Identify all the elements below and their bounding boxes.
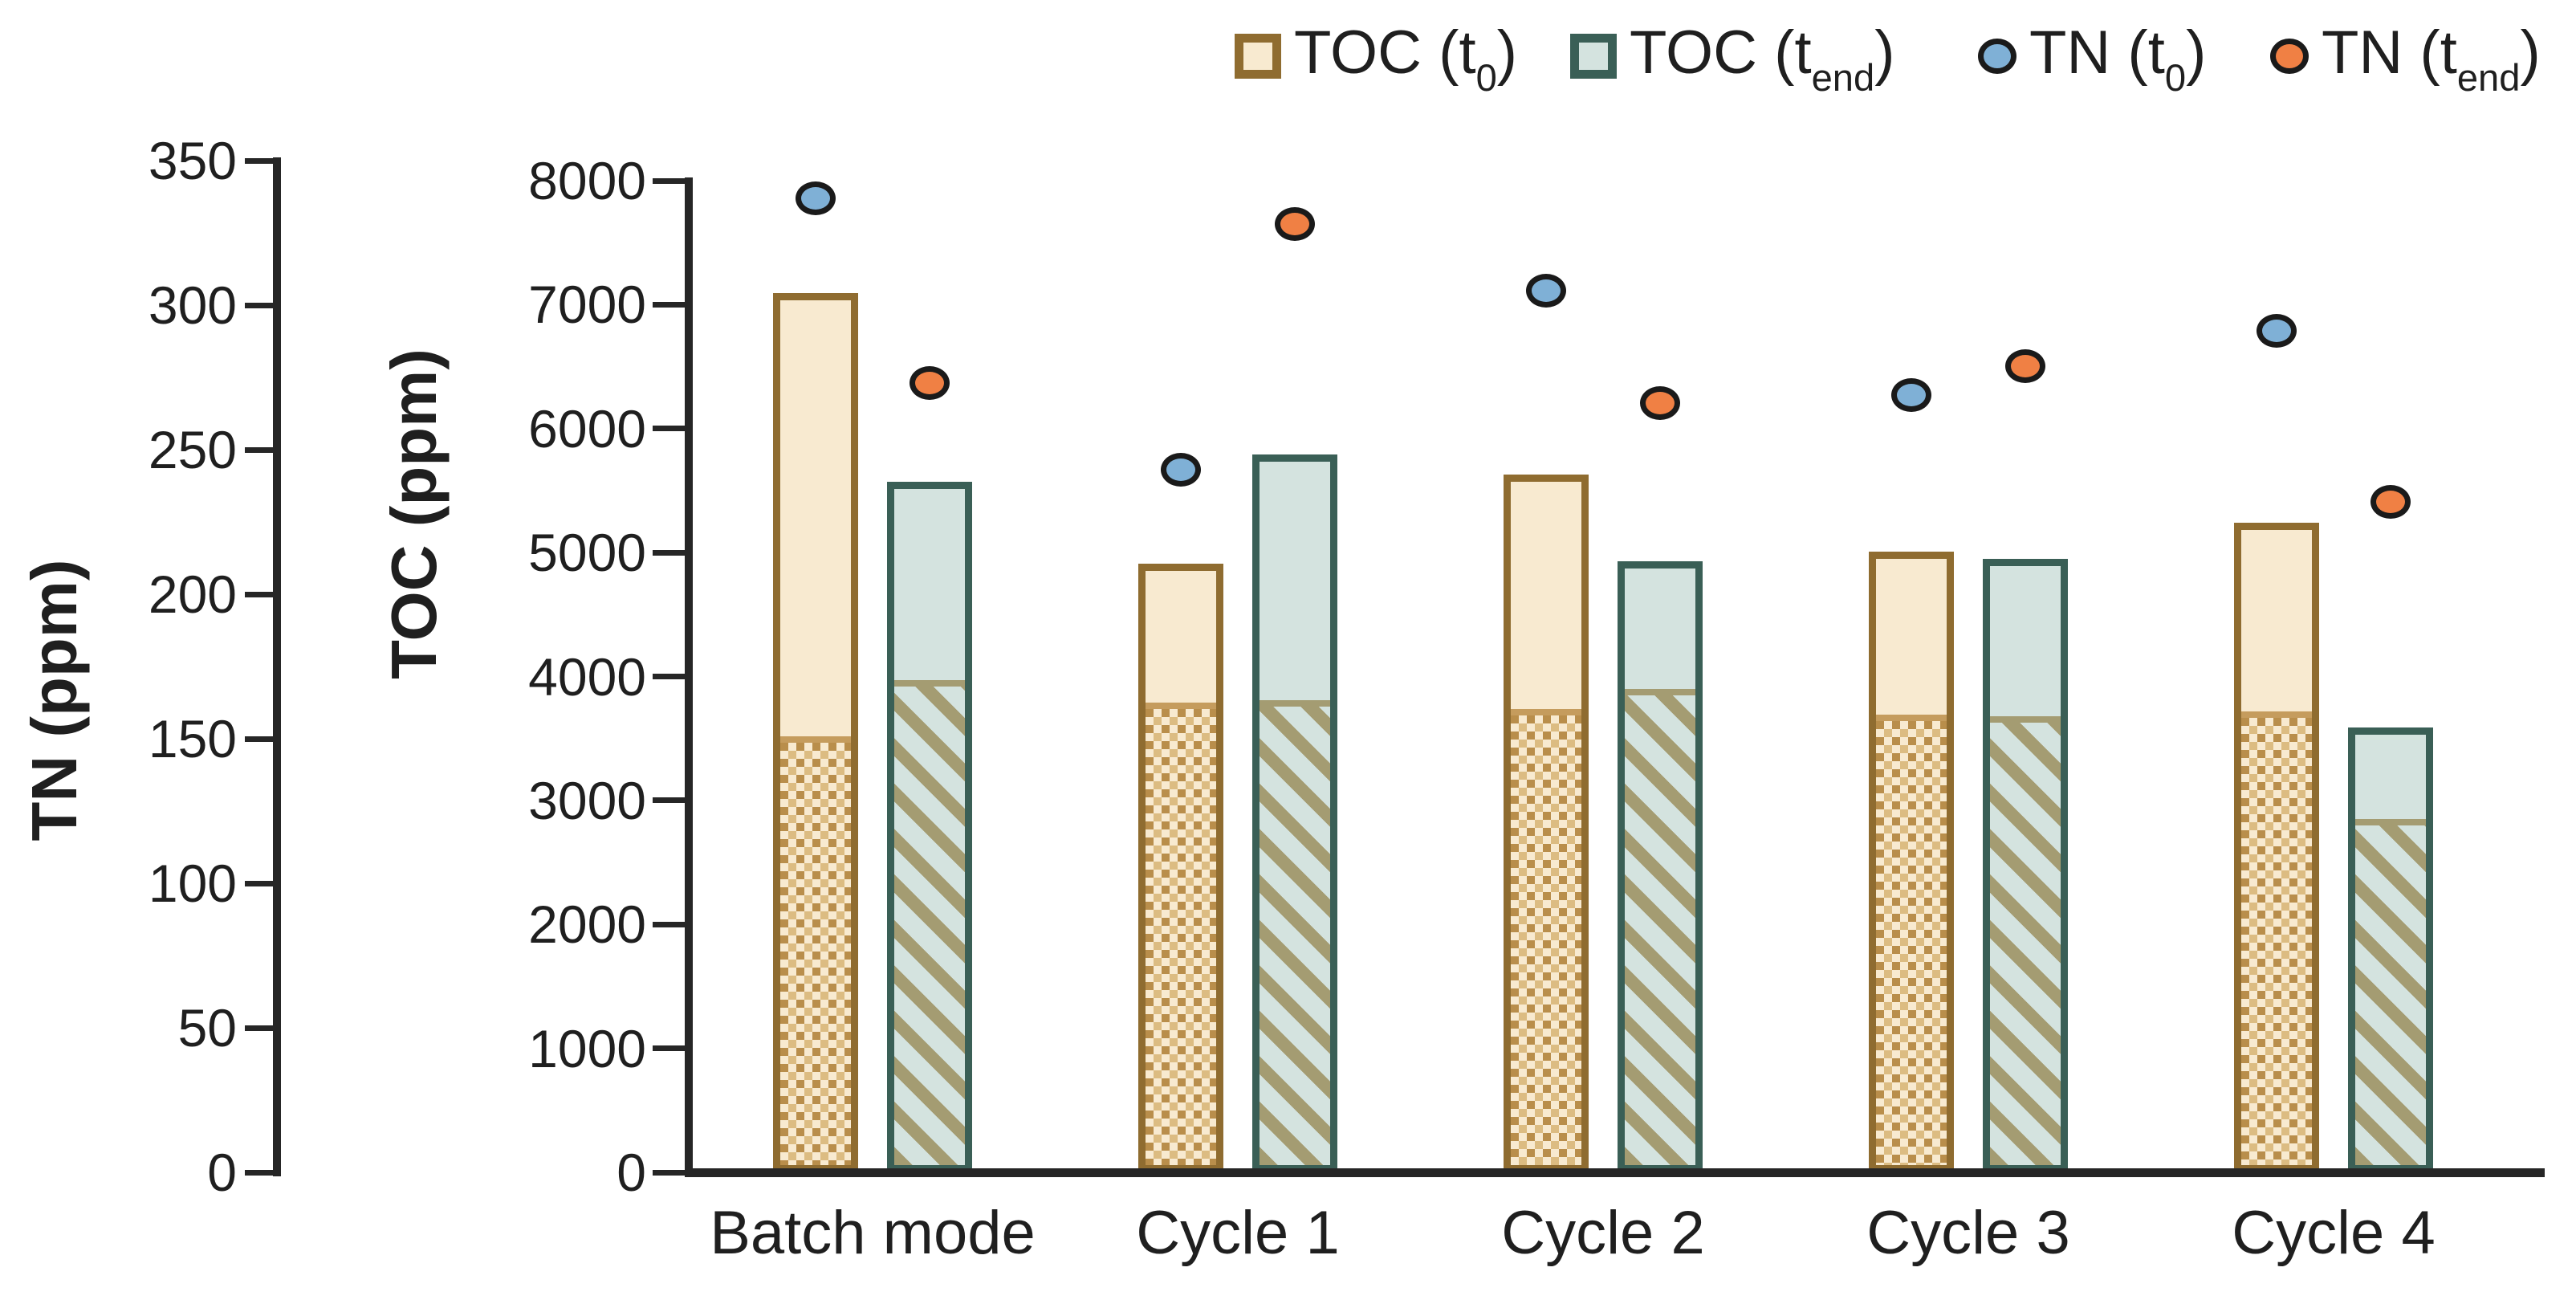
toc-ppm-tick-label-3000: 3000 xyxy=(528,770,646,830)
toc-ppm-tick-6000 xyxy=(653,426,689,432)
bar-toc-t0-patterned-segment-cycle-2 xyxy=(1511,709,1581,1165)
legend-item-toc-t0: TOC (t0) xyxy=(1235,18,1518,99)
tn-ppm-tick-label-250: 250 xyxy=(148,420,237,479)
marker-tn-t0-batch-mode xyxy=(796,181,836,215)
bar-toc-tend-batch-mode xyxy=(887,482,972,1172)
tn-ppm-tick-50 xyxy=(245,1025,277,1031)
bar-toc-tend-cycle-1 xyxy=(1252,454,1337,1172)
bar-toc-tend-cycle-3 xyxy=(1983,559,2068,1172)
toc-ppm-tick-3000 xyxy=(653,797,689,804)
tn-ppm-tick-0 xyxy=(245,1169,277,1176)
marker-tn-tend-cycle-1 xyxy=(1275,207,1315,242)
marker-tn-tend-cycle-2 xyxy=(1640,386,1680,421)
tn-ppm-tick-label-350: 350 xyxy=(148,131,237,190)
bar-toc-t0-batch-mode xyxy=(773,293,858,1172)
tn-ppm-line xyxy=(273,157,281,1176)
tn-ppm-tick-label-300: 300 xyxy=(148,275,237,335)
legend-label-tn-t0: TN (t0) xyxy=(2029,18,2207,99)
marker-tn-t0-cycle-2 xyxy=(1526,274,1566,308)
marker-tn-tend-cycle-3 xyxy=(2005,348,2045,383)
toc-ppm-tick-label-2000: 2000 xyxy=(528,895,646,955)
marker-tn-tend-batch-mode xyxy=(910,366,950,401)
bar-toc-t0-cycle-4 xyxy=(2234,523,2319,1172)
tn-ppm-tick-100 xyxy=(245,880,277,886)
bar-toc-t0-cycle-3 xyxy=(1869,552,1954,1172)
tn-ppm-tick-250 xyxy=(245,446,277,453)
tn-ppm-tick-200 xyxy=(245,591,277,597)
legend-item-tn-tend: TN (tend) xyxy=(2270,18,2541,99)
tn-ppm-tick-150 xyxy=(245,736,277,742)
legend-item-tn-t0: TN (t0) xyxy=(1978,18,2207,99)
toc-ppm-tick-label-8000: 8000 xyxy=(528,151,646,210)
x-axis-line xyxy=(685,1168,2545,1177)
legend-marker-tn-tend xyxy=(2270,39,2309,75)
toc-ppm-tick-4000 xyxy=(653,674,689,679)
toc-ppm-tick-label-1000: 1000 xyxy=(528,1018,646,1078)
legend-marker-tn-t0 xyxy=(1978,39,2016,75)
tn-ppm-tick-label-0: 0 xyxy=(207,1143,237,1202)
tn-ppm-tick-300 xyxy=(245,302,277,308)
bar-toc-tend-cycle-4 xyxy=(2348,727,2433,1172)
toc-ppm-tick-7000 xyxy=(653,301,689,308)
tn-ppm-tick-label-200: 200 xyxy=(148,564,237,624)
toc-ppm-tick-0 xyxy=(653,1169,689,1176)
toc-ppm-tick-2000 xyxy=(653,921,689,927)
marker-tn-t0-cycle-1 xyxy=(1161,453,1201,487)
toc-ppm-tick-label-7000: 7000 xyxy=(528,275,646,335)
toc-ppm-line xyxy=(685,177,693,1176)
toc-ppm-tick-1000 xyxy=(653,1045,689,1052)
toc-ppm-tick-label-4000: 4000 xyxy=(528,646,646,707)
toc-ppm-tick-label-6000: 6000 xyxy=(528,398,646,458)
category-label-batch-mode: Batch mode xyxy=(710,1199,1036,1267)
category-label-cycle-2: Cycle 2 xyxy=(1501,1199,1705,1267)
bar-toc-t0-cycle-2 xyxy=(1504,475,1589,1172)
toc-ppm-tick-5000 xyxy=(653,549,689,556)
bar-toc-tend-patterned-segment-cycle-3 xyxy=(1990,716,2061,1165)
toc-ppm-tick-8000 xyxy=(653,177,689,184)
legend-label-toc-t0: TOC (t0) xyxy=(1294,18,1518,99)
legend-swatch-toc-tend xyxy=(1570,34,1617,79)
tn-ppm-tick-label-50: 50 xyxy=(177,998,237,1058)
bar-toc-tend-cycle-2 xyxy=(1618,561,1703,1172)
toc-ppm-tick-label-5000: 5000 xyxy=(528,523,646,583)
bar-toc-tend-patterned-segment-cycle-4 xyxy=(2355,819,2426,1165)
bar-toc-t0-cycle-1 xyxy=(1138,564,1223,1172)
legend-label-toc-tend: TOC (tend) xyxy=(1630,18,1895,99)
bar-toc-tend-patterned-segment-batch-mode xyxy=(894,680,965,1165)
legend-label-tn-tend: TN (tend) xyxy=(2322,18,2541,99)
legend-item-toc-tend: TOC (tend) xyxy=(1570,18,1895,99)
category-label-cycle-4: Cycle 4 xyxy=(2232,1199,2436,1267)
legend: TOC (t0) TOC (tend) TN (t0) TN (tend) xyxy=(0,0,2576,99)
bar-toc-t0-patterned-segment-cycle-4 xyxy=(2241,711,2312,1165)
bar-toc-tend-patterned-segment-cycle-1 xyxy=(1260,700,1330,1165)
category-label-cycle-1: Cycle 1 xyxy=(1136,1199,1340,1267)
tn-ppm-tick-label-150: 150 xyxy=(148,709,237,768)
category-label-cycle-3: Cycle 3 xyxy=(1866,1199,2070,1267)
tn-ppm-tick-label-100: 100 xyxy=(148,854,237,913)
marker-tn-t0-cycle-4 xyxy=(2257,314,2297,348)
marker-tn-t0-cycle-3 xyxy=(1891,377,1931,412)
legend-swatch-toc-t0 xyxy=(1235,34,1281,79)
tn-ppm-tick-350 xyxy=(245,157,277,164)
bar-toc-t0-patterned-segment-batch-mode xyxy=(780,736,851,1165)
bar-toc-t0-patterned-segment-cycle-1 xyxy=(1146,703,1216,1165)
bar-toc-tend-patterned-segment-cycle-2 xyxy=(1625,689,1695,1165)
marker-tn-tend-cycle-4 xyxy=(2370,484,2411,519)
bar-toc-t0-patterned-segment-cycle-3 xyxy=(1876,715,1947,1165)
toc-ppm-tick-label-0: 0 xyxy=(617,1143,646,1202)
